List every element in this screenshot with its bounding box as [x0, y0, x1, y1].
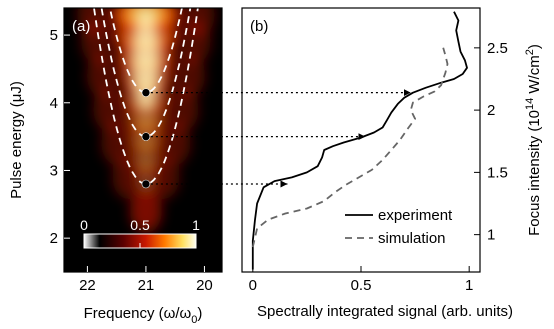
- resonance-marker: [141, 88, 151, 97]
- heatmap-intensity: [76, 8, 215, 234]
- legend-label-simulation: simulation: [378, 230, 446, 247]
- x-tick-label: 0: [249, 277, 257, 294]
- y-tick-label: 2: [50, 230, 58, 247]
- resonance-markers: [141, 88, 151, 189]
- panel-b-line-chart: 0 0.5 1 1 1.5 2 2.5 (b) experiment simulation S…: [241, 7, 543, 320]
- colorbar-tick-label: 0: [80, 217, 88, 233]
- resonance-marker: [141, 132, 151, 141]
- heat-side-blob: [76, 8, 109, 37]
- y-tick-label: 3: [50, 162, 58, 179]
- legend: experiment simulation: [345, 207, 453, 247]
- x-tick-label: 1: [465, 277, 473, 294]
- colorbar-tick-label: 1: [192, 217, 200, 233]
- heat-glow: [76, 8, 215, 234]
- y-tick-label: 5: [50, 27, 58, 44]
- y-tick-label: 4: [50, 95, 58, 112]
- connecting-arrows: [150, 89, 411, 188]
- colorbar: 0 0.5 1: [80, 217, 200, 249]
- panel-a-frame: [63, 7, 223, 273]
- heat-side-blob: [112, 155, 145, 200]
- panel-a-label: (a): [72, 18, 90, 35]
- y-tick-label: 1: [487, 227, 495, 244]
- panel-b-series: [251, 11, 468, 270]
- heat-side-blob: [86, 53, 119, 98]
- series-line-simulation: [251, 47, 449, 248]
- y-tick-label: 2.5: [487, 40, 508, 57]
- x-tick-label: 20: [196, 277, 213, 294]
- panel-a-ylabel: Pulse energy (μJ): [8, 81, 25, 199]
- heat-side-blob: [93, 87, 126, 132]
- y-tick-label: 2: [487, 102, 495, 119]
- x-tick-label: 22: [79, 277, 96, 294]
- heat-side-blob: [182, 8, 215, 37]
- colorbar-tick-label: 0.5: [130, 217, 150, 233]
- heat-side-blob: [173, 53, 206, 98]
- series-line-experiment: [251, 11, 468, 270]
- heat-side-blob: [129, 189, 162, 234]
- heat-side-blob: [147, 155, 180, 200]
- panel-b-ylabel: Focus intensity (1014 W/cm2): [524, 44, 543, 236]
- heat-side-blob: [158, 121, 191, 166]
- y-tick-label: 1.5: [487, 164, 508, 181]
- x-tick-label: 21: [138, 277, 155, 294]
- legend-label-experiment: experiment: [378, 207, 453, 224]
- x-tick-label: 0.5: [351, 277, 372, 294]
- heat-side-blob: [166, 87, 199, 132]
- colorbar-ticks: 0 0.5 1: [80, 217, 200, 248]
- panel-b-axes: 0 0.5 1 1 1.5 2 2.5: [249, 40, 508, 294]
- panel-a-axes: 22 21 20 2 3 4 5: [50, 27, 213, 294]
- panel-b-xlabel: Spectrally integrated signal (arb. units…: [257, 303, 513, 320]
- heat-core: [133, 14, 158, 111]
- panel-b-label: (b): [250, 18, 268, 35]
- resonance-marker: [141, 179, 151, 189]
- panel-a-xlabel: Frequency (ω/ω0): [84, 305, 203, 326]
